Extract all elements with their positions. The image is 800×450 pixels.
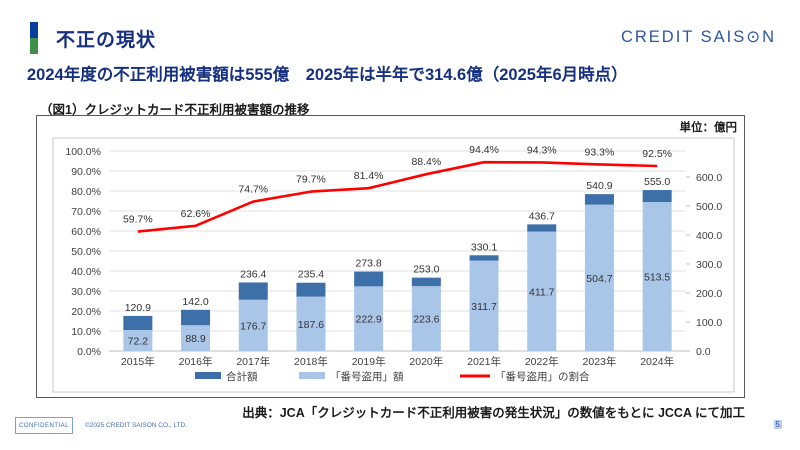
accent-blue-block [30,22,38,38]
svg-text:88.9: 88.9 [185,333,206,345]
svg-text:436.7: 436.7 [529,210,555,222]
svg-text:300.0: 300.0 [696,259,722,271]
svg-text:2022年: 2022年 [525,355,559,368]
accent-green-block [30,38,38,54]
svg-text:253.0: 253.0 [413,264,439,276]
svg-text:「番号盗用」額: 「番号盗用」額 [330,370,404,383]
svg-text:90.0%: 90.0% [71,166,101,178]
svg-text:「番号盗用」の割合: 「番号盗用」の割合 [495,370,590,383]
svg-text:223.6: 223.6 [413,314,439,326]
svg-text:88.4%: 88.4% [411,156,441,168]
fraud-trend-chart: 0.0% 10.0% 20.0% 30.0% 40.0% 50.0% 60.0% 70.0% 8… [52,137,735,393]
svg-text:93.3%: 93.3% [585,146,615,158]
svg-text:222.9: 222.9 [356,314,382,326]
svg-text:62.6%: 62.6% [181,208,211,220]
svg-text:187.6: 187.6 [298,319,324,331]
svg-text:400.0: 400.0 [696,230,722,242]
figure-caption: （図1）クレジットカード不正利用被害額の推移 [40,103,310,117]
svg-text:411.7: 411.7 [529,286,555,298]
svg-text:60.0%: 60.0% [71,226,101,238]
svg-text:311.7: 311.7 [471,301,497,313]
svg-text:236.4: 236.4 [240,268,266,280]
svg-text:0.0: 0.0 [696,346,711,358]
svg-text:72.2: 72.2 [128,336,149,348]
svg-text:513.5: 513.5 [644,272,670,284]
svg-text:120.9: 120.9 [125,302,151,314]
source-note: 出典：JCA「クレジットカード不正利用被害の発生状況」の数値をもとに JCCA … [242,406,745,420]
svg-text:合計額: 合計額 [226,370,258,383]
svg-text:40.0%: 40.0% [71,266,101,278]
svg-text:176.7: 176.7 [240,320,266,332]
svg-text:30.0%: 30.0% [71,286,101,298]
svg-text:94.4%: 94.4% [469,144,499,156]
svg-text:142.0: 142.0 [182,296,208,308]
svg-text:50.0%: 50.0% [71,246,101,258]
svg-text:2020年: 2020年 [409,355,443,368]
svg-text:504.7: 504.7 [586,273,612,285]
svg-text:600.0: 600.0 [696,172,722,184]
svg-text:74.7%: 74.7% [238,184,268,196]
svg-text:59.7%: 59.7% [123,214,153,226]
svg-text:555.0: 555.0 [644,176,670,188]
svg-text:540.9: 540.9 [586,180,612,192]
svg-text:92.5%: 92.5% [642,148,672,160]
svg-text:2021年: 2021年 [467,355,501,368]
svg-text:20.0%: 20.0% [71,306,101,318]
svg-text:330.1: 330.1 [471,241,497,253]
svg-text:79.7%: 79.7% [296,174,326,186]
company-logo: CREDIT SAIS⊙N [620,28,776,46]
svg-text:70.0%: 70.0% [71,206,101,218]
svg-text:200.0: 200.0 [696,288,722,300]
svg-text:2023年: 2023年 [583,355,617,368]
svg-text:2024年: 2024年 [640,355,674,368]
svg-text:2015年: 2015年 [121,355,155,368]
svg-text:500.0: 500.0 [696,201,722,213]
svg-text:10.0%: 10.0% [71,326,101,338]
svg-text:0.0%: 0.0% [77,346,101,358]
svg-text:2018年: 2018年 [294,355,328,368]
svg-text:273.8: 273.8 [356,258,382,270]
page-title: 不正の現状 [56,30,157,51]
copyright-text: ©2025 CREDIT SAISON CO., LTD. [85,422,188,429]
svg-text:2016年: 2016年 [179,355,213,368]
svg-text:100.0%: 100.0% [65,146,101,158]
svg-text:100.0: 100.0 [696,317,722,329]
chart-container: 単位：億円 0.0% 10.0% 20.0% 30.0% 40.0% 50.0% 60.0%… [36,115,745,398]
headline: 2024年度の不正利用被害額は555億 2025年は半年で314.6億（2025… [27,66,628,84]
svg-text:94.3%: 94.3% [527,144,557,156]
title-accent-bar [30,22,38,54]
svg-text:80.0%: 80.0% [71,186,101,198]
svg-text:81.4%: 81.4% [354,170,384,182]
page-number: 5 [773,420,782,429]
svg-text:2017年: 2017年 [236,355,270,368]
svg-text:2019年: 2019年 [352,355,386,368]
svg-text:235.4: 235.4 [298,269,324,281]
unit-label: 単位：億円 [679,122,738,134]
confidential-badge: CONFIDENTIAL [15,417,73,434]
